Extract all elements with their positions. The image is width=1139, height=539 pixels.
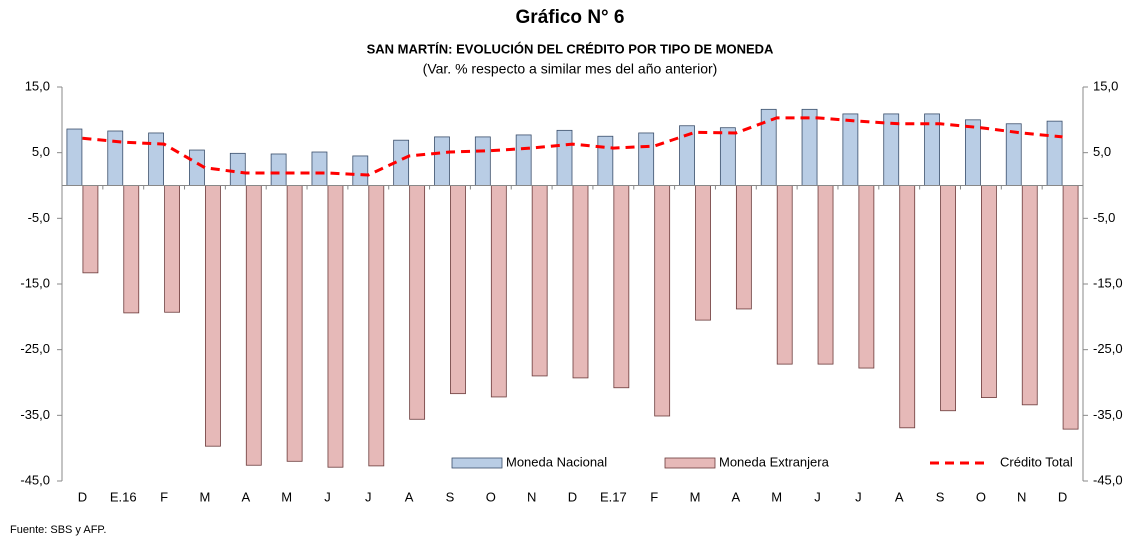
bar: [613, 185, 630, 389]
x-tick-label: M: [771, 489, 782, 504]
bar: [123, 185, 140, 314]
legend-label: Crédito Total: [1000, 454, 1073, 469]
x-tick-label: M: [200, 489, 211, 504]
x-tick-label: A: [732, 489, 741, 504]
bar: [205, 185, 221, 447]
bar: [368, 185, 385, 467]
legend-label: Moneda Nacional: [506, 454, 607, 469]
bar: [1021, 185, 1038, 406]
chart-title: Gráfico N° 6: [516, 7, 625, 28]
x-tick-label: D: [1058, 489, 1067, 504]
bar: [515, 134, 532, 186]
bar: [735, 185, 752, 310]
y-tick-label: -25,0: [20, 341, 50, 356]
bar: [719, 127, 736, 186]
bar: [531, 185, 548, 377]
bar: [1046, 120, 1063, 186]
bar: [82, 185, 99, 274]
bar: [164, 185, 181, 313]
bar: [858, 185, 875, 369]
bar: [965, 119, 981, 186]
bar: [311, 151, 328, 186]
bar: [245, 185, 262, 466]
x-tick-label: E.16: [110, 489, 137, 504]
y2-tick-label: -25,0: [1093, 341, 1123, 356]
x-tick-label: A: [241, 489, 250, 504]
x-tick-label: O: [486, 489, 496, 504]
bar: [817, 185, 834, 365]
bar: [270, 153, 287, 186]
bar: [760, 108, 777, 186]
bar: [148, 132, 165, 186]
x-tick-label: N: [1017, 489, 1026, 504]
chart-subtitle: SAN MARTÍN: EVOLUCIÓN DEL CRÉDITO POR TI…: [367, 41, 774, 56]
x-tick-label: D: [78, 489, 87, 504]
bar: [352, 155, 369, 186]
bar: [801, 108, 818, 186]
x-tick-label: N: [527, 489, 536, 504]
bar: [899, 185, 916, 429]
x-tick-label: A: [895, 489, 904, 504]
bar: [556, 129, 573, 186]
bar: [327, 185, 344, 468]
chart-note: (Var. % respecto a similar mes del año a…: [423, 61, 718, 77]
x-tick-label: A: [405, 489, 414, 504]
bar: [229, 152, 246, 186]
x-tick-label: J: [814, 489, 821, 504]
bar: [434, 136, 450, 186]
x-tick-label: S: [936, 489, 945, 504]
x-tick-label: S: [446, 489, 455, 504]
bar: [474, 136, 491, 186]
y-tick-label: 5,0: [32, 144, 50, 159]
x-tick-label: F: [650, 489, 658, 504]
bar: [776, 185, 793, 365]
bar: [695, 185, 711, 321]
x-tick-label: J: [324, 489, 331, 504]
bar: [940, 185, 956, 412]
x-tick-label: M: [690, 489, 701, 504]
bar: [597, 135, 614, 186]
x-tick-label: J: [365, 489, 372, 504]
x-tick-label: O: [976, 489, 986, 504]
source: Fuente: SBS y AFP.: [10, 524, 106, 536]
x-tick-label: M: [281, 489, 292, 504]
y2-tick-label: -35,0: [1093, 407, 1123, 422]
legend-swatch: [664, 457, 716, 469]
y-tick-label: -35,0: [20, 407, 50, 422]
bar: [450, 185, 466, 395]
y2-tick-label: -5,0: [1093, 210, 1115, 225]
bar: [638, 132, 655, 186]
x-tick-label: D: [568, 489, 577, 504]
y2-tick-label: 15,0: [1093, 78, 1118, 93]
x-tick-label: F: [160, 489, 168, 504]
legend-label: Moneda Extranjera: [719, 454, 830, 469]
bar: [107, 130, 124, 186]
x-tick-label: E.17: [600, 489, 627, 504]
x-tick-label: J: [855, 489, 862, 504]
bar: [66, 128, 83, 186]
bar: [654, 185, 671, 417]
bar: [490, 185, 507, 398]
bar: [572, 185, 589, 379]
y-tick-label: -5,0: [28, 210, 50, 225]
bar: [409, 185, 426, 420]
bar: [981, 185, 997, 399]
y-tick-label: 15,0: [25, 78, 50, 93]
y2-tick-label: -15,0: [1093, 275, 1123, 290]
bar: [1062, 185, 1079, 430]
y-tick-label: -15,0: [20, 275, 50, 290]
y2-tick-label: -45,0: [1093, 472, 1123, 487]
bar: [286, 185, 303, 462]
line: [82, 116, 1063, 177]
y-tick-label: -45,0: [20, 472, 50, 487]
bar: [842, 113, 859, 186]
y2-tick-label: 5,0: [1093, 144, 1111, 159]
legend-swatch: [451, 457, 503, 469]
